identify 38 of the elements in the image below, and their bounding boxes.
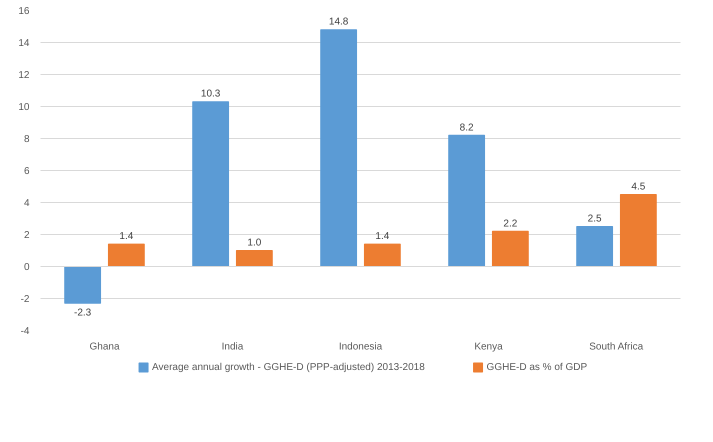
x-tick-label: Kenya [474, 342, 504, 352]
bar [320, 29, 358, 267]
bar [64, 266, 102, 304]
data-label: 2.5 [588, 214, 602, 224]
bar [620, 194, 657, 267]
y-tick-label: 8 [24, 134, 30, 145]
data-label: 8.2 [460, 122, 474, 134]
legend-label: GGHE-D as % of GDP [486, 362, 588, 373]
x-tick-label: India [222, 342, 244, 352]
y-tick-label: 14 [18, 38, 30, 49]
y-tick-label: 2 [24, 230, 30, 241]
data-label: 1.4 [119, 231, 134, 242]
legend-label: Average annual growth - GGHE-D (PPP-adjusted) 2013-2018 [152, 362, 426, 373]
x-tick-label: South Africa [589, 342, 644, 352]
x-tick-label: Indonesia [338, 342, 383, 352]
y-tick-label: 16 [18, 6, 30, 17]
data-label: 1.0 [247, 238, 262, 248]
bar [364, 244, 401, 267]
data-label: 4.5 [631, 182, 646, 192]
y-tick-label: 4 [24, 198, 30, 209]
x-tick-label: Ghana [89, 342, 120, 352]
bar [448, 134, 486, 267]
bar [108, 244, 145, 267]
data-label: 14.8 [328, 16, 349, 28]
bar [576, 226, 614, 267]
data-label: -2.3 [74, 307, 92, 318]
bar [236, 250, 273, 267]
y-tick-label: 0 [24, 262, 30, 273]
data-label: 2.2 [503, 218, 518, 230]
data-label: 1.4 [375, 231, 390, 242]
y-tick-label: 6 [24, 166, 30, 177]
y-tick-label: -2 [20, 294, 30, 305]
bar [492, 230, 529, 267]
y-tick-label: 12 [18, 70, 30, 81]
bar [192, 101, 230, 267]
y-tick-label: -4 [20, 326, 30, 337]
y-tick-label: 10 [18, 102, 30, 113]
data-label: 10.3 [200, 88, 221, 100]
